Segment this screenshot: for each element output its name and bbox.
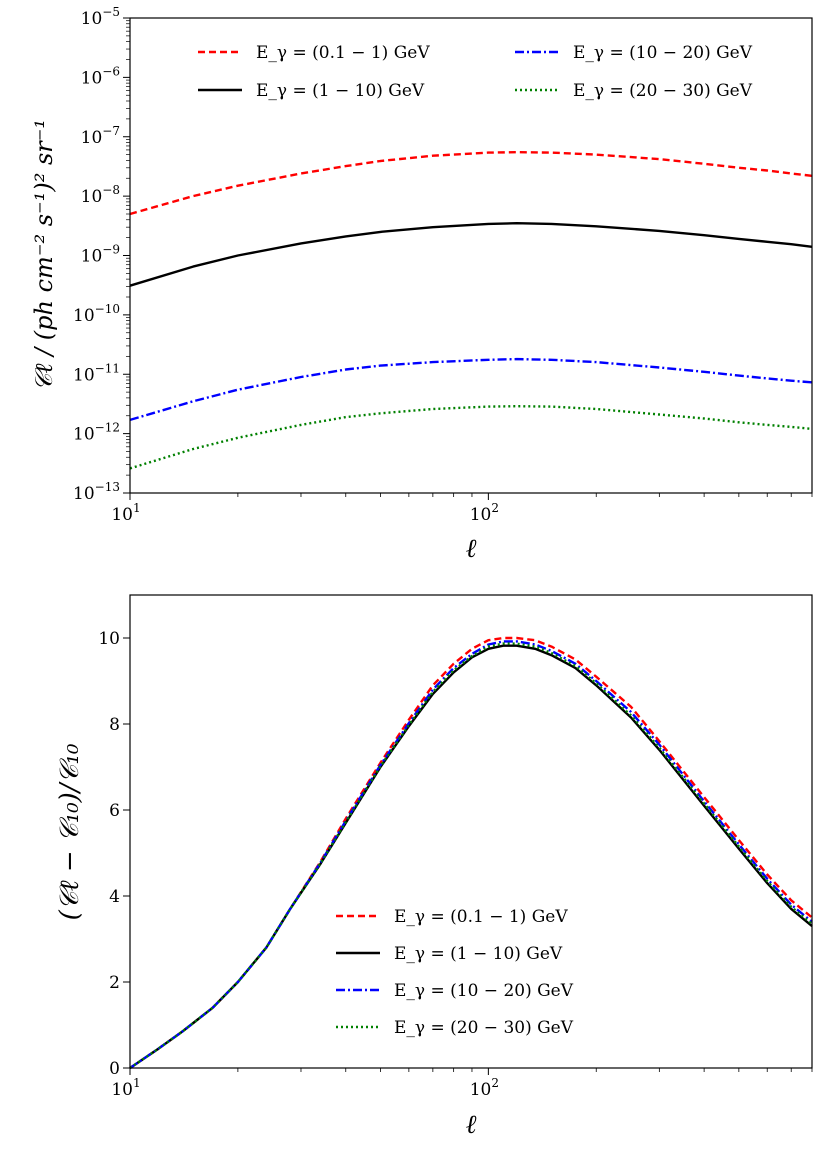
top-x-axis-label: ℓ (466, 534, 477, 564)
y-tick-label: 0 (109, 1059, 120, 1079)
top-panel: 101 102 10−5 10−6 10−7 10−8 10−9 10−10 10−11 10−1… (30, 5, 813, 564)
y-tick-label: 10−12 (73, 421, 120, 445)
y-tick-label: 10−10 (73, 302, 120, 326)
y-tick-label: 4 (109, 887, 120, 907)
bottom-plot-area (129, 636, 813, 1069)
series-line-4 (129, 405, 813, 470)
top-y-axis-label: 𝒞ℓ / (ph cm⁻² s⁻¹)² sr⁻¹ (30, 119, 58, 391)
series-line-2 (129, 221, 813, 287)
bottom-y-axis-label: (𝒞ℓ − 𝒞₁₀)/𝒞₁₀ (55, 743, 85, 920)
bottom-axis-ticks: 101 102 0 2 4 6 8 10 (98, 629, 813, 1100)
x-tick-label: 101 (111, 501, 140, 525)
legend-label: E_γ = (0.1 − 1) GeV (256, 43, 430, 63)
series-line-4 (129, 642, 813, 1069)
legend-label: E_γ = (20 − 30) GeV (573, 81, 753, 101)
legend-label: E_γ = (20 − 30) GeV (394, 1018, 574, 1038)
y-tick-label: 8 (109, 715, 120, 735)
series-line-1 (129, 150, 813, 216)
bottom-legend: E_γ = (0.1 − 1) GeV E_γ = (1 − 10) GeV E_γ… (336, 907, 574, 1038)
x-tick-label: 102 (470, 1076, 499, 1100)
legend-label: E_γ = (10 − 20) GeV (573, 43, 753, 63)
legend-label: E_γ = (1 − 10) GeV (394, 944, 563, 964)
y-tick-label: 10 (98, 629, 120, 649)
legend-label: E_γ = (1 − 10) GeV (256, 81, 425, 101)
x-tick-label: 101 (111, 1076, 140, 1100)
y-tick-label: 10−11 (73, 361, 120, 385)
top-plot-area (129, 150, 813, 470)
bottom-x-axis-label: ℓ (466, 1110, 477, 1140)
top-legend: E_γ = (0.1 − 1) GeV E_γ = (1 − 10) GeV E_γ… (198, 43, 753, 101)
series-line-3 (129, 357, 813, 422)
top-axis-ticks: 101 102 10−5 10−6 10−7 10−8 10−9 10−10 10−11 10−1… (73, 5, 813, 525)
legend-label: E_γ = (10 − 20) GeV (394, 981, 574, 1001)
x-tick-label: 102 (470, 501, 499, 525)
y-tick-label: 10−7 (81, 124, 120, 148)
legend-label: E_γ = (0.1 − 1) GeV (394, 907, 568, 927)
y-tick-label: 10−13 (73, 480, 120, 504)
y-tick-label: 10−6 (81, 64, 120, 88)
bottom-axes-frame (129, 594, 813, 1069)
y-tick-label: 10−5 (81, 5, 120, 29)
y-tick-label: 2 (109, 973, 120, 993)
y-tick-label: 10−8 (81, 183, 120, 207)
bottom-panel: 101 102 0 2 4 6 8 10 ℓ (𝒞ℓ − 𝒞₁₀)/𝒞₁₀ E_γ = (0.… (55, 594, 813, 1140)
y-tick-label: 6 (109, 801, 120, 821)
y-tick-label: 10−9 (81, 243, 120, 267)
